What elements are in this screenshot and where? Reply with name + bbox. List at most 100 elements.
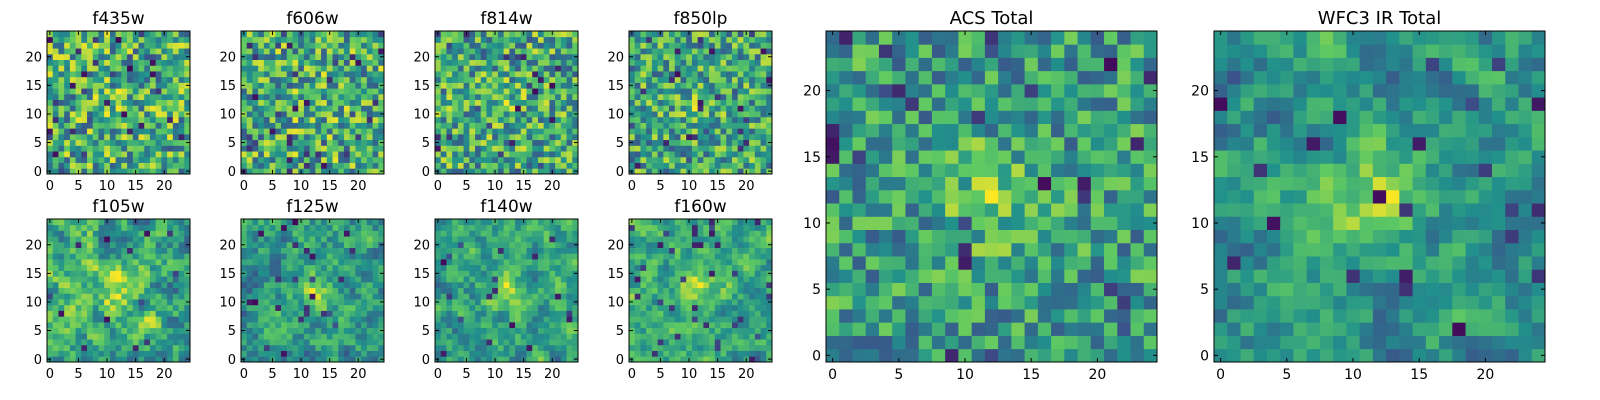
heatmap-cell <box>674 293 681 300</box>
heatmap-cell <box>515 219 522 226</box>
heatmap-cell <box>503 299 510 306</box>
heatmap-cell <box>338 281 345 289</box>
heatmap-cell <box>743 48 750 55</box>
heatmap-cell <box>269 236 276 243</box>
heatmap-cell <box>726 156 733 163</box>
heatmap-cell <box>537 156 545 163</box>
heatmap-cell <box>674 299 681 306</box>
heatmap-cell <box>161 156 168 163</box>
heatmap-cell <box>520 264 527 271</box>
heatmap-cell <box>714 339 721 346</box>
heatmap-cell <box>515 31 522 38</box>
heatmap-cell <box>75 48 82 55</box>
heatmap-cell <box>115 88 122 95</box>
heatmap-cell <box>526 281 533 289</box>
heatmap-cell <box>281 264 288 271</box>
heatmap-cell <box>497 333 505 340</box>
heatmap-cell <box>343 241 351 248</box>
heatmap-cell <box>361 76 368 83</box>
heatmap-cell <box>697 356 704 363</box>
heatmap-cell <box>47 224 54 231</box>
heatmap-cell <box>709 145 716 152</box>
heatmap-cell <box>640 168 647 175</box>
heatmap-cell <box>269 224 276 231</box>
heatmap-cell <box>52 53 59 60</box>
heatmap-cell <box>47 151 54 158</box>
heatmap-cell <box>155 116 162 123</box>
heatmap-cell <box>292 333 299 340</box>
heatmap-cell <box>309 287 316 294</box>
heatmap-cell <box>657 128 664 135</box>
heatmap-cell <box>52 270 59 277</box>
heatmap-cell <box>532 48 539 55</box>
heatmap-cell <box>258 71 265 78</box>
heatmap-cell <box>178 156 185 163</box>
heatmap-cell <box>475 264 482 271</box>
heatmap-cell <box>104 281 111 289</box>
heatmap-cell <box>497 316 505 323</box>
heatmap-cell <box>549 93 556 101</box>
heatmap-cell <box>149 133 157 141</box>
heatmap-cell <box>526 304 533 311</box>
heatmap-cell <box>92 339 99 346</box>
heatmap-cell <box>731 36 739 43</box>
heatmap-cell <box>457 281 464 289</box>
heatmap-cell <box>275 59 282 66</box>
heatmap-cell <box>281 42 288 49</box>
heatmap-cell <box>497 230 505 237</box>
heatmap-cell <box>714 162 721 169</box>
heatmap-cell <box>680 116 687 123</box>
heatmap-cell <box>503 31 510 38</box>
heatmap-cell <box>446 287 453 294</box>
heatmap-cell <box>167 133 174 141</box>
heatmap-cell <box>543 230 550 237</box>
heatmap-cell <box>109 356 117 363</box>
heatmap-cell <box>566 264 573 271</box>
heatmap-cell <box>104 230 111 237</box>
heatmap-cell <box>492 339 499 346</box>
heatmap-cell <box>115 230 122 237</box>
heatmap-cell <box>435 230 442 237</box>
heatmap-cell <box>138 270 145 277</box>
heatmap-cell <box>315 48 322 55</box>
heatmap-cell <box>691 99 699 106</box>
heatmap-cell <box>686 310 693 317</box>
heatmap-cell <box>149 304 157 311</box>
heatmap-cell <box>486 339 493 346</box>
heatmap-cell <box>275 241 282 248</box>
heatmap-cell <box>543 156 550 163</box>
heatmap-cell <box>361 53 368 60</box>
heatmap-cell <box>560 304 567 311</box>
heatmap-cell <box>172 241 179 248</box>
heatmap-cell <box>104 344 111 351</box>
heatmap-cell <box>497 31 505 38</box>
heatmap-cell <box>475 48 482 55</box>
heatmap-cell <box>263 156 270 163</box>
heatmap-cell <box>138 111 145 118</box>
heatmap-cell <box>64 65 71 72</box>
heatmap-cell <box>651 122 658 129</box>
heatmap-cell <box>754 287 761 294</box>
heatmap-cell <box>298 139 305 146</box>
heatmap-cell <box>303 333 311 340</box>
y-tick-label: 10 <box>607 108 624 123</box>
heatmap-cell <box>303 270 311 277</box>
heatmap-cell <box>167 36 174 43</box>
heatmap-cell <box>532 253 539 260</box>
heatmap-cell <box>252 139 259 146</box>
heatmap-cell <box>663 93 670 101</box>
heatmap-cell <box>361 281 368 289</box>
heatmap-cell <box>155 59 162 66</box>
heatmap-cell <box>749 151 756 158</box>
heatmap-cell <box>754 31 761 38</box>
heatmap-cell <box>378 259 385 266</box>
heatmap-cell <box>526 344 533 351</box>
heatmap-cell <box>241 304 248 311</box>
heatmap-cell <box>286 230 293 237</box>
heatmap-cell <box>132 156 139 163</box>
heatmap-cell <box>258 53 265 60</box>
heatmap-cell <box>515 350 522 357</box>
heatmap-cell <box>75 316 82 323</box>
heatmap-cell <box>509 293 516 300</box>
heatmap-cell <box>697 293 704 300</box>
